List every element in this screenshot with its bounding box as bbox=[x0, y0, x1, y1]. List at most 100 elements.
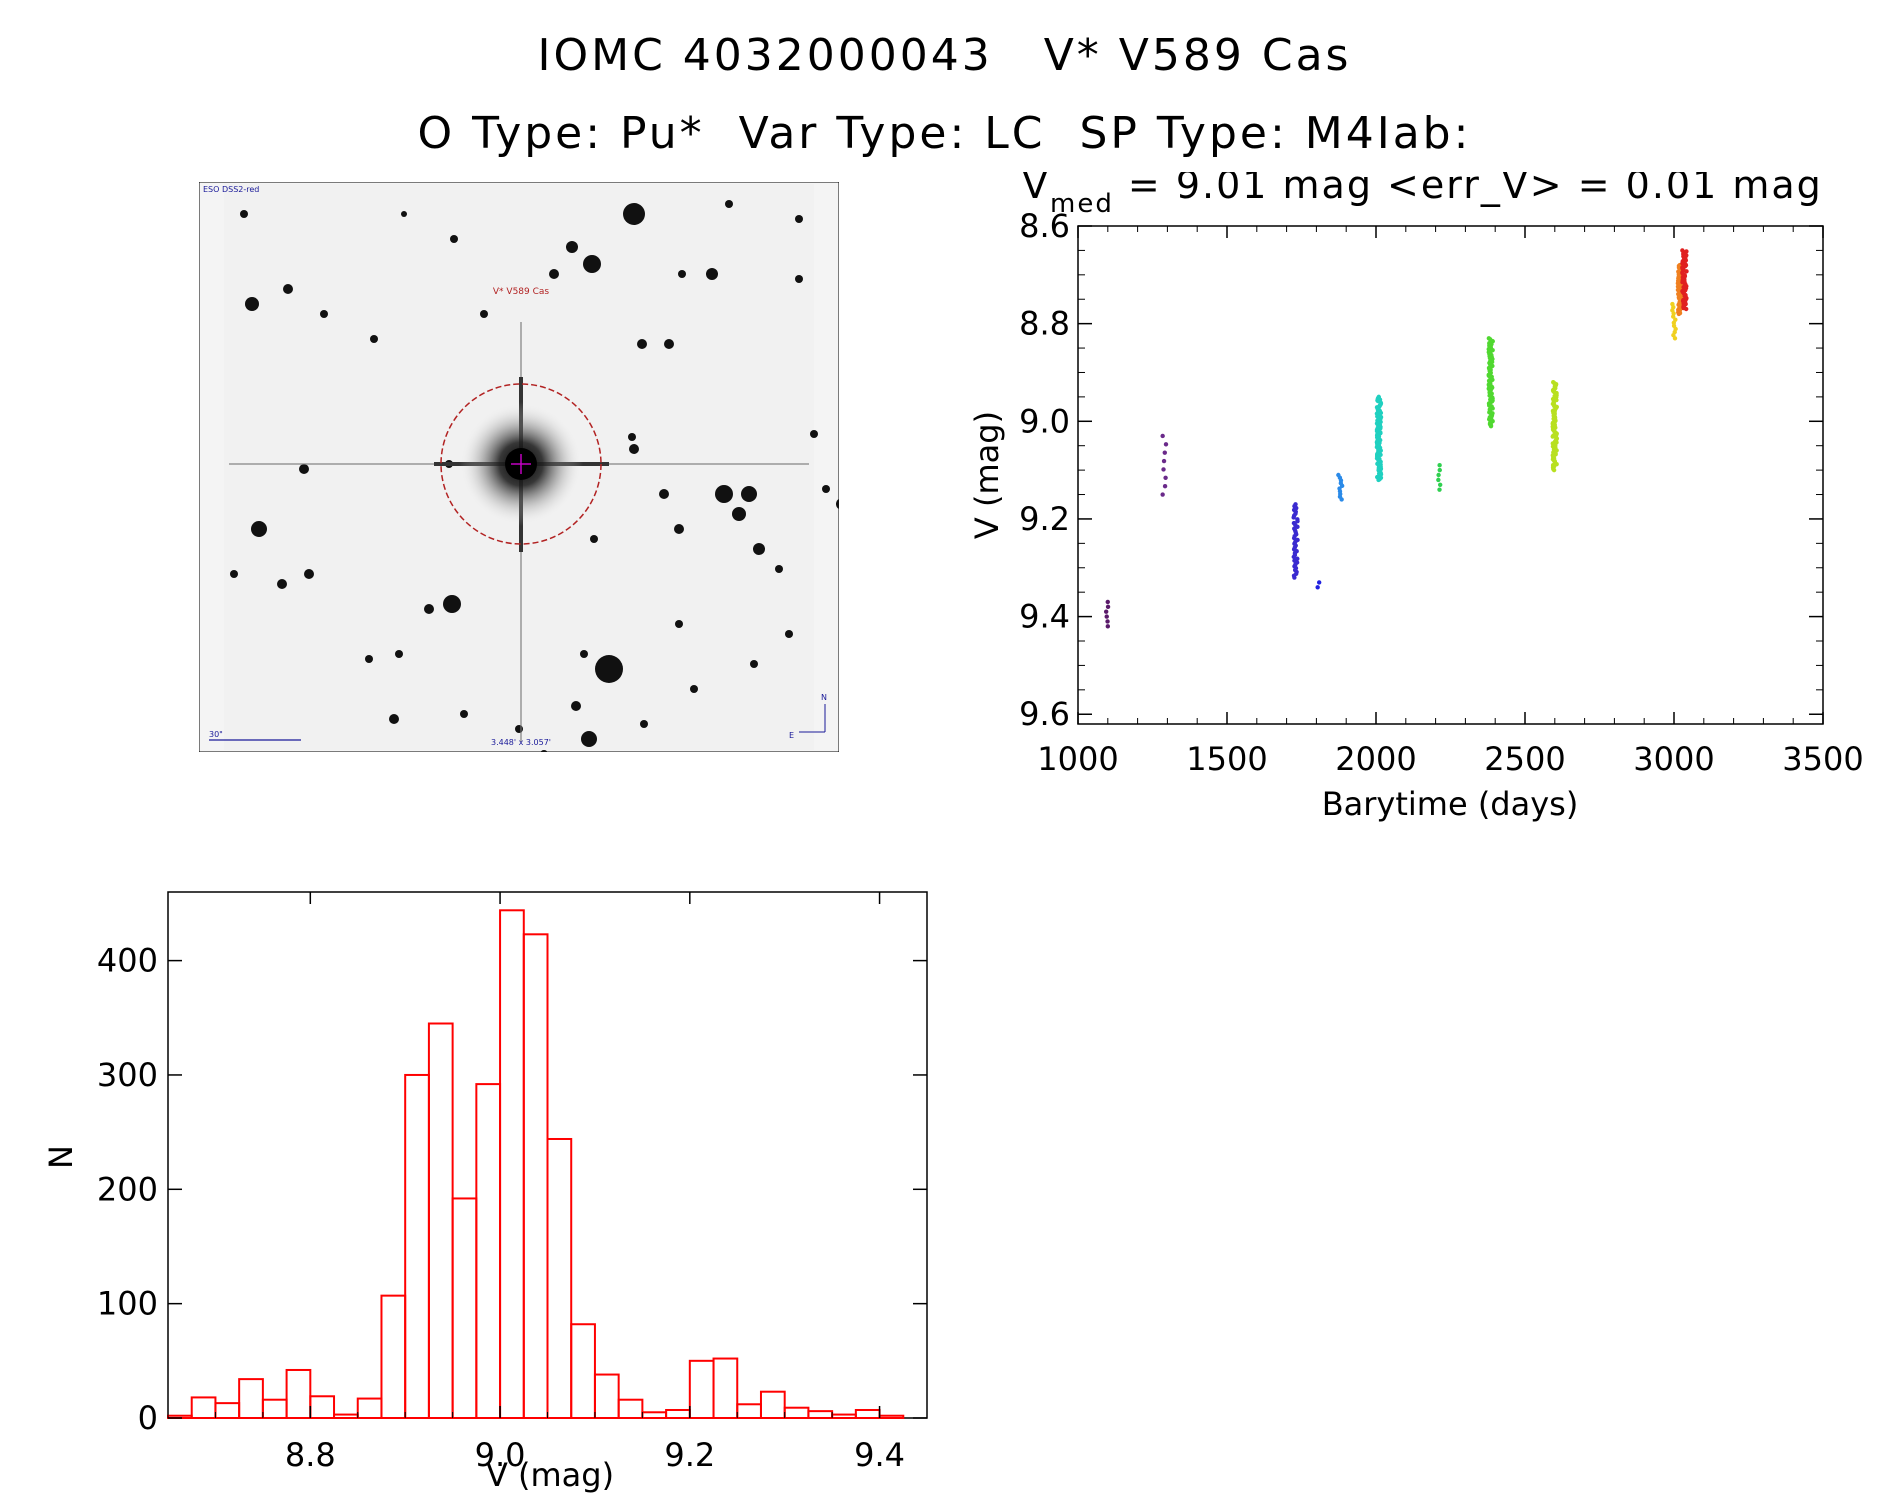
x-tick-label: 9.0 bbox=[475, 1436, 526, 1474]
field-star bbox=[583, 255, 601, 273]
histogram-bar bbox=[475, 1083, 502, 1420]
y-tick-label: 400 bbox=[97, 942, 158, 980]
field-star bbox=[320, 310, 328, 318]
data-point bbox=[1437, 467, 1442, 473]
field-star bbox=[628, 433, 636, 441]
histogram-bar bbox=[427, 1022, 454, 1419]
light-curve-x-axis: 1000 1500 2000 2500 3000 3500 bbox=[1037, 226, 1864, 778]
histogram-bar bbox=[404, 1073, 430, 1420]
field-star bbox=[659, 489, 669, 499]
field-star bbox=[795, 215, 803, 223]
sky-image: ESO DSS2-red V* V589 Cas 30" 3.448' x 3.… bbox=[199, 182, 839, 752]
data-point bbox=[1672, 336, 1678, 341]
field-star bbox=[245, 297, 259, 311]
histogram-bar bbox=[783, 1406, 810, 1419]
field-star bbox=[675, 620, 683, 628]
field-star bbox=[395, 650, 403, 658]
data-point bbox=[1436, 477, 1441, 483]
compass bbox=[799, 704, 826, 733]
data-point bbox=[1436, 472, 1441, 478]
data-point bbox=[1105, 624, 1111, 629]
data-point bbox=[1105, 604, 1111, 610]
histogram-xlabel: V (mag) bbox=[486, 1456, 614, 1494]
data-point bbox=[1488, 423, 1494, 429]
field-star bbox=[549, 269, 559, 279]
data-point bbox=[1550, 434, 1555, 439]
field-star bbox=[741, 486, 757, 502]
histogram-ylabel: N bbox=[42, 1145, 80, 1169]
histogram-bar bbox=[214, 1402, 241, 1419]
data-point bbox=[1316, 580, 1322, 585]
field-star bbox=[822, 485, 830, 493]
field-star bbox=[299, 464, 309, 474]
data-point bbox=[1339, 497, 1344, 502]
field-star bbox=[810, 430, 818, 438]
target-label: V* V589 Cas bbox=[493, 287, 550, 297]
data-point bbox=[1161, 458, 1167, 464]
light-curve-chart: Vmed = 9.01 mag <err_V> = 0.01 mag 1000 1… bbox=[968, 172, 1864, 823]
histogram-bar bbox=[688, 1359, 715, 1419]
field-star bbox=[277, 579, 287, 589]
field-star bbox=[540, 750, 548, 752]
field-star bbox=[389, 714, 399, 724]
compass-east-label: E bbox=[789, 731, 794, 740]
target-circle bbox=[440, 383, 602, 545]
field-stars bbox=[230, 200, 839, 752]
histogram-bar bbox=[356, 1397, 383, 1419]
field-star bbox=[629, 444, 639, 454]
data-point bbox=[1160, 492, 1165, 497]
field-star bbox=[283, 284, 293, 294]
field-star bbox=[640, 720, 648, 728]
y-tick-label: 9.2 bbox=[1019, 500, 1070, 538]
data-point bbox=[1291, 554, 1296, 560]
data-point bbox=[1295, 518, 1300, 524]
histogram-bar bbox=[759, 1390, 786, 1420]
data-point bbox=[1339, 483, 1345, 489]
y-tick-label: 9.6 bbox=[1019, 695, 1070, 733]
histogram-bar bbox=[261, 1398, 288, 1419]
histogram-bar bbox=[546, 1137, 573, 1419]
field-star bbox=[230, 570, 238, 578]
field-star bbox=[836, 498, 839, 510]
field-star bbox=[240, 210, 248, 218]
field-star bbox=[480, 310, 488, 318]
y-tick-label: 9.4 bbox=[1019, 598, 1070, 636]
histogram-bar bbox=[570, 1323, 596, 1419]
y-tick-label: 8.8 bbox=[1019, 305, 1070, 343]
field-star bbox=[753, 543, 765, 555]
data-point bbox=[1437, 487, 1442, 492]
field-star bbox=[595, 655, 623, 683]
y-tick-label: 0 bbox=[138, 1399, 158, 1437]
histogram-bar bbox=[238, 1378, 264, 1419]
x-tick-label: 3500 bbox=[1782, 740, 1863, 778]
field-star bbox=[571, 701, 581, 711]
y-tick-label: 200 bbox=[97, 1170, 158, 1208]
data-point bbox=[1162, 483, 1168, 489]
fov-label: 3.448' x 3.057' bbox=[491, 738, 551, 747]
data-point bbox=[1676, 311, 1682, 317]
data-point bbox=[1671, 314, 1676, 319]
field-star bbox=[785, 630, 793, 638]
scale-label: 30" bbox=[209, 730, 223, 739]
field-star bbox=[795, 275, 803, 283]
data-point bbox=[1551, 467, 1557, 473]
field-star bbox=[581, 731, 597, 747]
data-point bbox=[1162, 450, 1167, 455]
histogram-bar bbox=[807, 1410, 834, 1420]
data-point bbox=[1161, 467, 1166, 472]
light-curve-ylabel: V (mag) bbox=[968, 411, 1006, 539]
field-star bbox=[443, 595, 461, 613]
histogram-bar bbox=[285, 1368, 312, 1419]
light-curve-xlabel: Barytime (days) bbox=[1322, 785, 1579, 823]
histogram-bar bbox=[641, 1411, 668, 1419]
histogram-bar bbox=[617, 1398, 644, 1419]
histogram-bar bbox=[712, 1357, 739, 1419]
field-star bbox=[715, 485, 733, 503]
histogram-bar bbox=[665, 1408, 691, 1420]
histogram-bar bbox=[878, 1414, 905, 1420]
field-star bbox=[674, 524, 684, 534]
field-star bbox=[732, 507, 746, 521]
x-tick-label: 2500 bbox=[1484, 740, 1565, 778]
light-curve-y-axis: 8.6 8.8 9.0 9.2 9.4 9.6 bbox=[1019, 207, 1823, 733]
histogram-bar bbox=[333, 1413, 359, 1420]
